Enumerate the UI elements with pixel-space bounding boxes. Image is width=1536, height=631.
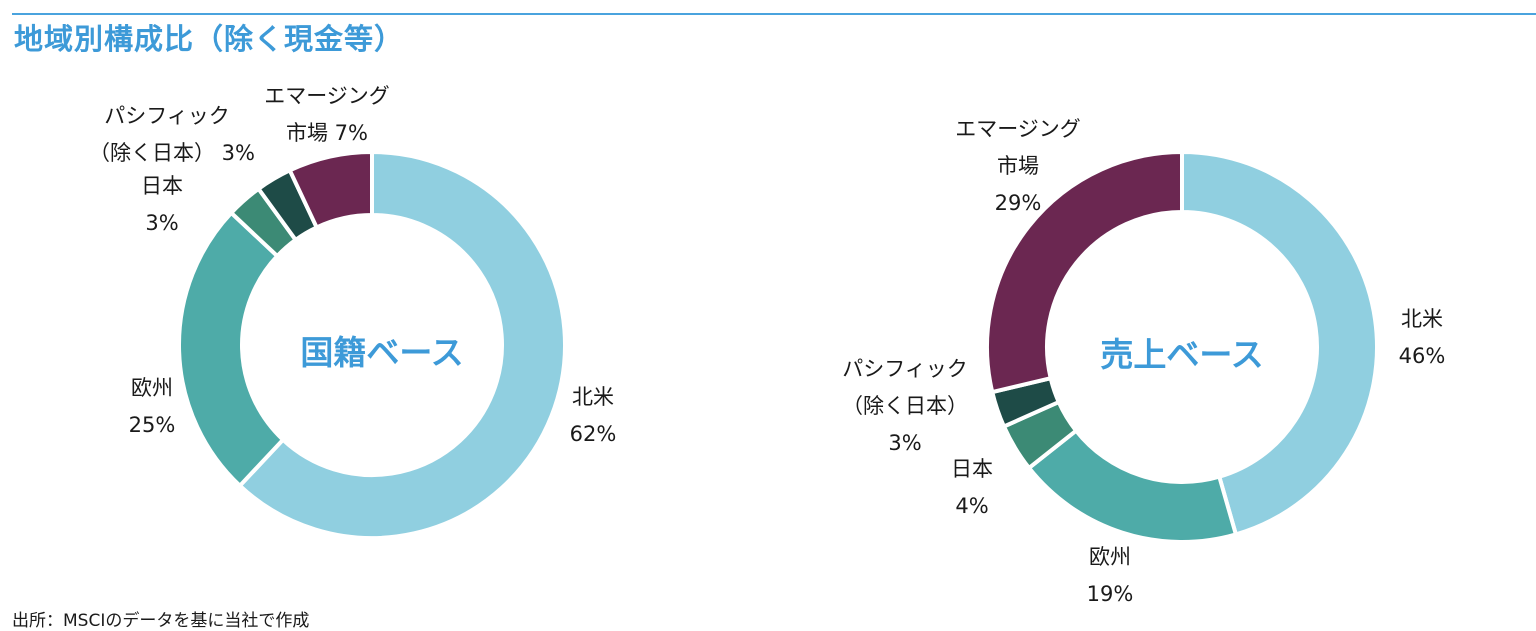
- data-label-japan: 日本 4%: [951, 457, 993, 518]
- data-label-europe: 欧州 19%: [1086, 545, 1134, 606]
- page-title: 地域別構成比（除く現金等）: [14, 22, 405, 56]
- data-label-pacific: パシフィック （除く日本） 3%: [842, 357, 968, 455]
- chart-title-nationality: 国籍ベース: [300, 333, 464, 372]
- data-label-pacific: パシフィック （除く日本） 3%: [89, 104, 255, 165]
- header-rule: [12, 13, 1536, 15]
- data-label-emerging: エマージング 市場 29%: [955, 117, 1081, 215]
- donut-slice-エマージング市場: [985, 149, 1184, 395]
- data-label-north-america: 北米 46%: [1398, 307, 1446, 368]
- donut-slice-北米: [1180, 149, 1379, 537]
- data-label-europe: 欧州 25%: [128, 376, 176, 437]
- data-label-emerging: エマージング 市場 7%: [264, 84, 390, 145]
- donut-slice-エマージング市場: [287, 149, 374, 231]
- data-label-north-america: 北米 62%: [569, 385, 617, 446]
- data-label-japan: 日本 3%: [141, 174, 183, 235]
- source-note: 出所：MSCIのデータを基に当社で作成: [12, 611, 310, 631]
- donut-slice-欧州: [177, 210, 286, 489]
- donut-slice-北米: [237, 149, 567, 540]
- donut-slice-欧州: [1026, 427, 1239, 544]
- chart-title-sales: 売上ベース: [1100, 335, 1264, 374]
